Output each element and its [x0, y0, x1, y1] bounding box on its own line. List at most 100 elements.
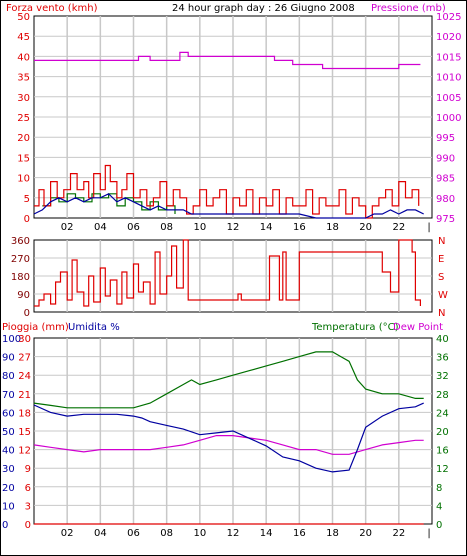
temp-panel-x-tick-label: 18 — [326, 528, 339, 539]
direction-compass-label: N — [438, 236, 445, 247]
rain-y-tick-label: 9 — [25, 464, 31, 475]
wind-panel-y-tick-label: 45 — [17, 32, 30, 43]
direction-compass-label: W — [438, 290, 448, 301]
wind-panel-x-tick-label: 12 — [227, 222, 240, 233]
wind-speed-series-line — [34, 164, 420, 219]
temp-panel-x-tick-label: 14 — [260, 528, 273, 539]
temp-panel-y-tick-label: 24 — [436, 408, 449, 419]
rain-y-tick-label: 15 — [18, 427, 31, 438]
pressure-axis-title: Pressione (mb) — [371, 3, 446, 14]
temperature-series-line — [33, 351, 424, 409]
humidity-y-tick-label: 100 — [2, 334, 21, 345]
direction-panel-y-tick-label: 270 — [11, 254, 30, 265]
wind-panel-y-tick-label: 0 — [24, 214, 30, 225]
wind-panel-x-tick-label: 10 — [193, 222, 206, 233]
wind-panel-y-tick-label: 990 — [436, 153, 455, 164]
temp-panel-x-tick-label: 22 — [392, 528, 405, 539]
temp-panel-x-tick-label: 06 — [127, 528, 140, 539]
humidity-series-line — [33, 402, 424, 473]
temp-panel-y-tick-label: 4 — [436, 501, 442, 512]
humidity-axis-title: Umidita % — [68, 322, 120, 333]
direction-compass-label: E — [438, 254, 444, 265]
temp-panel-x-tick-label: 12 — [227, 528, 240, 539]
humidity-y-tick-label: 90 — [2, 353, 15, 364]
wind-panel-y-tick-label: 1005 — [436, 93, 461, 104]
temp-panel-x-tick-label: 04 — [94, 528, 107, 539]
rain-y-tick-label: 3 — [25, 501, 31, 512]
rain-y-tick-label: 27 — [18, 353, 31, 364]
wind-panel-x-tick-label: 02 — [61, 222, 74, 233]
direction-compass-label: S — [438, 272, 444, 283]
rain-y-tick-label: 24 — [18, 371, 31, 382]
humidity-y-tick-label: 20 — [2, 483, 15, 494]
rain-y-tick-label: 21 — [18, 390, 31, 401]
direction-panel-y-tick-label: 180 — [11, 272, 30, 283]
wind-panel-x-tick-label: 14 — [260, 222, 273, 233]
wind-panel-y-tick-label: 1010 — [436, 73, 461, 84]
direction-panel-y-tick-label: 90 — [17, 290, 30, 301]
humidity-y-tick-label: 70 — [2, 390, 15, 401]
temp-panel-x-tick-label: 16 — [293, 528, 306, 539]
wind-panel-y-tick-label: 1025 — [436, 12, 461, 23]
wind-panel-y-tick-label: 15 — [17, 153, 30, 164]
temperature-axis-title: Temperatura (°C) — [311, 322, 399, 333]
humidity-y-tick-label: 10 — [2, 501, 15, 512]
wind-panel-y-tick-label: 1020 — [436, 32, 461, 43]
wind-panel-x-tick-label: 06 — [127, 222, 140, 233]
rain-y-tick-label: 18 — [18, 408, 31, 419]
wind-panel-x-tick-label: 18 — [326, 222, 339, 233]
temp-panel-x-tick-label: 02 — [61, 528, 74, 539]
temp-panel-y-tick-label: 8 — [436, 483, 442, 494]
wind-panel-y-tick-label: 25 — [17, 113, 30, 124]
wind-panel-y-tick-label: 980 — [436, 194, 455, 205]
humidity-y-tick-label: 30 — [2, 464, 15, 475]
direction-panel-y-tick-label: 360 — [11, 236, 30, 247]
wind-direction-series-line — [34, 239, 421, 307]
chart-title: 24 hour graph day : 26 Giugno 2008 — [172, 3, 355, 14]
wind-panel-y-tick-label: 35 — [17, 73, 30, 84]
wind-panel-y-tick-label: 20 — [17, 133, 30, 144]
wind-panel-x-tick-label: 20 — [359, 222, 372, 233]
humidity-y-tick-label: 0 — [2, 520, 8, 531]
wind-panel-x-tick-label: 22 — [392, 222, 405, 233]
temp-panel-y-tick-label: 36 — [436, 353, 449, 364]
wind-panel-y-tick-label: 985 — [436, 174, 455, 185]
pressure-series-line — [34, 51, 421, 70]
dewpoint-axis-title: Dew Point — [393, 322, 443, 333]
wind-panel-x-tick-label: 16 — [293, 222, 306, 233]
temp-panel-y-tick-label: 12 — [436, 464, 449, 475]
temp-panel-y-tick-label: 40 — [436, 334, 449, 345]
wind-panel-y-tick-label: 5 — [24, 194, 30, 205]
wind-panel-y-tick-label: 50 — [17, 12, 30, 23]
wind-panel-x-tick-label: 04 — [94, 222, 107, 233]
temp-panel-y-tick-label: 0 — [436, 520, 442, 531]
temp-panel-y-tick-label: 32 — [436, 371, 449, 382]
temp-panel-y-tick-label: 16 — [436, 446, 449, 457]
temp-panel-x-tick-label: 10 — [193, 528, 206, 539]
wind-panel-y-tick-label: 30 — [17, 93, 30, 104]
temp-panel-y-tick-label: 20 — [436, 427, 449, 438]
wind-panel-y-tick-label: 1000 — [436, 113, 461, 124]
wind-panel-y-tick-label: 975 — [436, 214, 455, 225]
wind-blue-series-line — [33, 193, 424, 219]
rain-y-tick-label: 0 — [25, 520, 31, 531]
humidity-y-tick-label: 40 — [2, 446, 15, 457]
rain-axis-title: Pioggia (mm) — [2, 322, 69, 333]
rain-y-tick-label: 12 — [18, 446, 31, 457]
humidity-y-tick-label: 80 — [2, 371, 15, 382]
wind-panel-x-tick-label: | — [427, 222, 430, 233]
rain-y-tick-label: 30 — [18, 334, 31, 345]
wind-panel-y-tick-label: 10 — [17, 174, 30, 185]
temp-panel-x-tick-label: | — [427, 528, 430, 539]
temp-panel-x-tick-label: 08 — [160, 528, 173, 539]
wind-panel-y-tick-label: 1015 — [436, 52, 461, 63]
chart-panels: 0510152025303540455097598098599099510001… — [2, 12, 461, 539]
direction-compass-label: N — [438, 308, 445, 319]
direction-panel-y-tick-label: 0 — [24, 308, 30, 319]
wind-axis-title: Forza vento (kmh) — [6, 3, 98, 14]
temp-panel-x-tick-label: 20 — [359, 528, 372, 539]
wind-panel-y-tick-label: 40 — [17, 52, 30, 63]
humidity-y-tick-label: 50 — [2, 427, 15, 438]
wind-panel-x-tick-label: 08 — [160, 222, 173, 233]
